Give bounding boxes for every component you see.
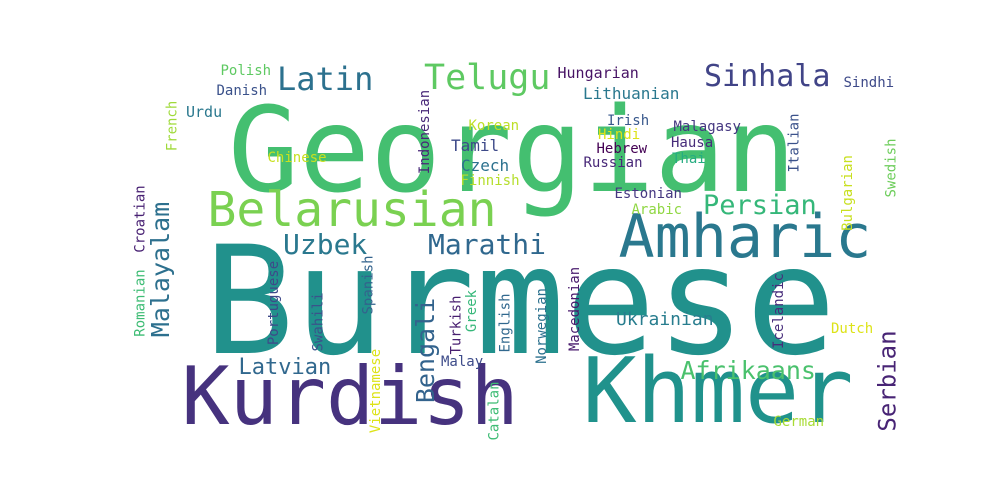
- word-latvian: Latvian: [238, 355, 332, 380]
- word-estonian: Estonian: [614, 186, 682, 202]
- word-swahili: Swahili: [310, 292, 327, 352]
- word-turkish: Turkish: [448, 295, 465, 355]
- word-hindi: Hindi: [598, 127, 641, 143]
- word-bulgarian: Bulgarian: [839, 155, 856, 231]
- word-swedish: Swedish: [883, 138, 900, 198]
- word-german: German: [773, 414, 825, 430]
- word-ukrainian: Ukrainian: [616, 309, 714, 330]
- word-hungarian: Hungarian: [557, 63, 639, 82]
- word-arabic: Arabic: [631, 202, 683, 218]
- word-tamil: Tamil: [451, 136, 500, 155]
- word-amharic: Amharic: [618, 202, 872, 272]
- word-russian: Russian: [583, 155, 643, 171]
- word-spanish: Spanish: [360, 255, 377, 315]
- word-czech: Czech: [461, 156, 510, 175]
- word-indonesian: Indonesian: [417, 89, 434, 175]
- word-dutch: Dutch: [831, 321, 874, 337]
- word-italian: Italian: [786, 113, 803, 173]
- word-english: English: [497, 293, 514, 353]
- word-malagasy: Malagasy: [673, 119, 741, 135]
- word-vietnamese: Vietnamese: [368, 348, 385, 434]
- word-serbian: Serbian: [873, 330, 902, 432]
- word-urdu: Urdu: [186, 102, 223, 121]
- word-thai: Thai: [672, 151, 706, 167]
- word-uzbek: Uzbek: [283, 228, 368, 261]
- word-romanian: Romanian: [132, 269, 149, 337]
- word-irish: Irish: [607, 113, 650, 129]
- word-polish: Polish: [220, 63, 272, 79]
- word-greek: Greek: [464, 289, 481, 333]
- word-latin: Latin: [277, 60, 374, 98]
- word-danish: Danish: [216, 83, 268, 99]
- word-finnish: Finnish: [460, 173, 520, 189]
- word-marathi: Marathi: [428, 228, 547, 261]
- word-icelandic: Icelandic: [770, 273, 787, 349]
- word-sindhi: Sindhi: [843, 75, 895, 91]
- word-portuguese: Portuguese: [266, 260, 283, 346]
- word-malay: Malay: [441, 354, 484, 370]
- word-georgian: Georgian: [228, 81, 797, 219]
- word-afrikaans: Afrikaans: [680, 355, 816, 385]
- word-sinhala: Sinhala: [704, 59, 831, 94]
- word-chinese: Chinese: [267, 150, 327, 166]
- word-burmese: Burmese: [204, 215, 837, 389]
- word-belarusian: Belarusian: [207, 182, 497, 238]
- word-catalan: Catalan: [486, 381, 503, 441]
- word-malayalam: Malayalam: [145, 201, 175, 337]
- word-korean: Korean: [468, 118, 520, 134]
- word-macedonian: Macedonian: [567, 266, 584, 352]
- word-khmer: Khmer: [582, 339, 854, 444]
- word-croatian: Croatian: [132, 185, 149, 253]
- word-persian: Persian: [703, 189, 817, 221]
- word-french: French: [163, 100, 180, 152]
- word-bengali: Bengali: [410, 297, 440, 403]
- word-hausa: Hausa: [671, 135, 714, 151]
- word-norwegian: Norwegian: [533, 288, 550, 364]
- word-hebrew: Hebrew: [596, 141, 648, 157]
- word-kurdish: Kurdish: [181, 350, 519, 443]
- word-lithuanian: Lithuanian: [583, 84, 680, 103]
- word-telugu: Telugu: [424, 57, 551, 98]
